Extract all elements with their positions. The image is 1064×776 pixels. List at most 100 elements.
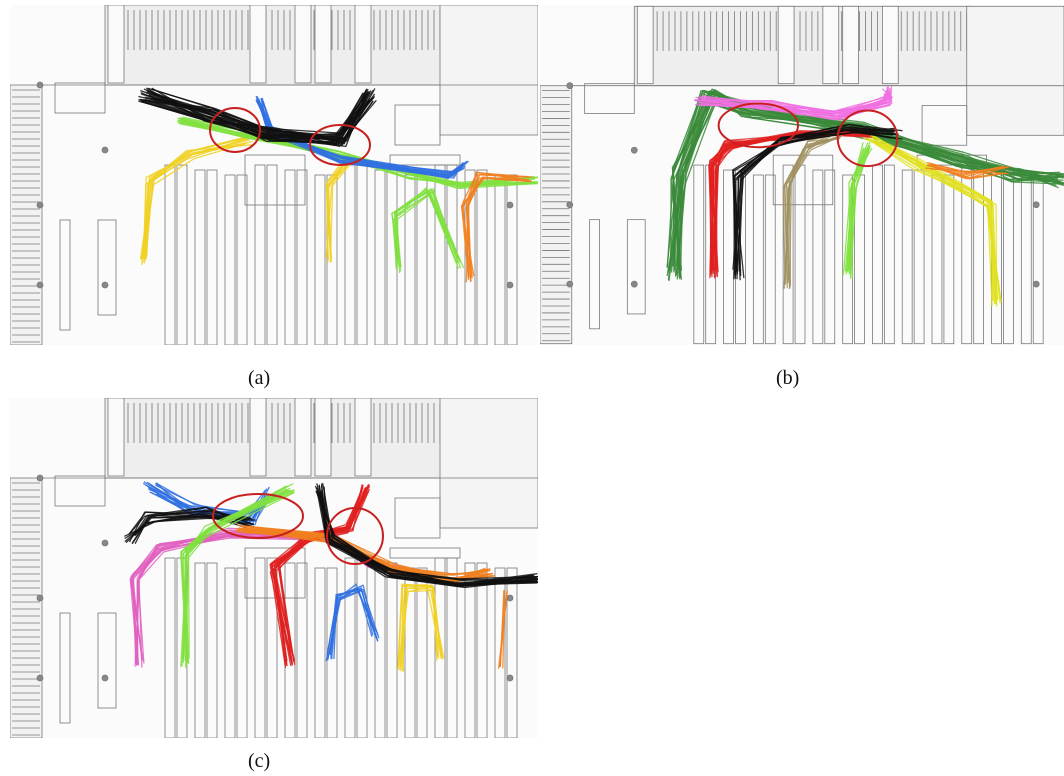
figure: (a) (b) (c)	[0, 0, 1064, 776]
trajectory	[143, 141, 253, 262]
wall	[98, 613, 116, 708]
wall	[237, 175, 247, 345]
column	[102, 282, 108, 288]
wall	[225, 175, 235, 345]
trajectory	[738, 128, 897, 276]
wall	[315, 175, 325, 345]
trajectory	[785, 138, 839, 288]
floor-plan-c	[10, 398, 538, 738]
floor-plan	[540, 6, 1064, 343]
wall	[765, 175, 775, 344]
wall	[297, 170, 307, 345]
column	[37, 675, 43, 681]
wall	[60, 220, 70, 330]
wall	[165, 558, 175, 738]
wall	[507, 568, 517, 738]
column	[102, 147, 108, 153]
column	[631, 147, 637, 153]
wall	[195, 170, 205, 345]
column	[37, 82, 43, 88]
wall	[1003, 170, 1013, 344]
wall	[207, 563, 217, 738]
wall	[477, 170, 487, 345]
floor-plan-b	[540, 5, 1064, 345]
trajectory	[271, 488, 363, 665]
wall	[60, 613, 70, 723]
wall	[590, 220, 600, 329]
trajectory	[147, 145, 255, 257]
wall	[390, 548, 460, 558]
wall	[165, 165, 175, 345]
trajectory	[790, 137, 838, 289]
wall	[237, 568, 247, 738]
wall	[345, 165, 355, 345]
wall	[440, 5, 538, 135]
column	[1033, 202, 1039, 208]
wall	[813, 170, 823, 344]
column	[507, 202, 513, 208]
wall	[477, 563, 487, 738]
wall	[355, 398, 371, 476]
trajectory	[392, 191, 464, 268]
column	[631, 281, 637, 287]
wall	[967, 6, 1064, 135]
wall	[1021, 175, 1031, 344]
wall	[872, 165, 882, 344]
wall	[315, 568, 325, 738]
column	[567, 281, 573, 287]
trajectory	[739, 129, 897, 271]
wall	[435, 165, 445, 345]
wall	[634, 6, 971, 85]
wall	[108, 398, 124, 476]
wall	[944, 175, 954, 344]
column	[102, 540, 108, 546]
trajectory	[142, 143, 247, 265]
trajectory	[148, 89, 368, 139]
trajectory	[468, 178, 532, 282]
wall	[345, 558, 355, 738]
wall	[495, 175, 505, 345]
column	[507, 282, 513, 288]
column	[1033, 281, 1039, 287]
wall	[267, 165, 277, 345]
wall	[357, 165, 367, 345]
wall	[627, 220, 645, 314]
column	[567, 83, 573, 89]
wall	[417, 568, 427, 738]
wall	[637, 6, 653, 83]
trajectory	[785, 135, 834, 281]
wall	[795, 165, 805, 344]
column	[102, 675, 108, 681]
wall	[108, 5, 124, 83]
column	[567, 202, 573, 208]
wall	[882, 6, 898, 83]
trajectory	[734, 130, 899, 279]
trajectory	[734, 133, 894, 269]
panel-label: (a)	[248, 367, 270, 390]
wall	[1033, 175, 1043, 344]
wall	[315, 398, 331, 476]
column	[37, 282, 43, 288]
wall	[902, 170, 912, 344]
wall	[55, 476, 105, 506]
wall	[55, 83, 105, 113]
wall	[295, 5, 311, 83]
wall	[375, 170, 385, 345]
wall	[207, 170, 217, 345]
panel-label: (b)	[776, 367, 799, 390]
wall	[250, 398, 266, 476]
wall	[914, 170, 924, 344]
column	[507, 595, 513, 601]
wall	[375, 563, 385, 738]
wall	[10, 85, 42, 345]
wall	[884, 165, 894, 344]
wall	[195, 563, 205, 738]
column	[37, 202, 43, 208]
wall	[315, 5, 331, 83]
wall	[825, 170, 835, 344]
column	[507, 675, 513, 681]
trajectory	[144, 137, 250, 258]
wall	[395, 105, 440, 145]
wall	[753, 175, 763, 344]
wall	[585, 84, 635, 114]
